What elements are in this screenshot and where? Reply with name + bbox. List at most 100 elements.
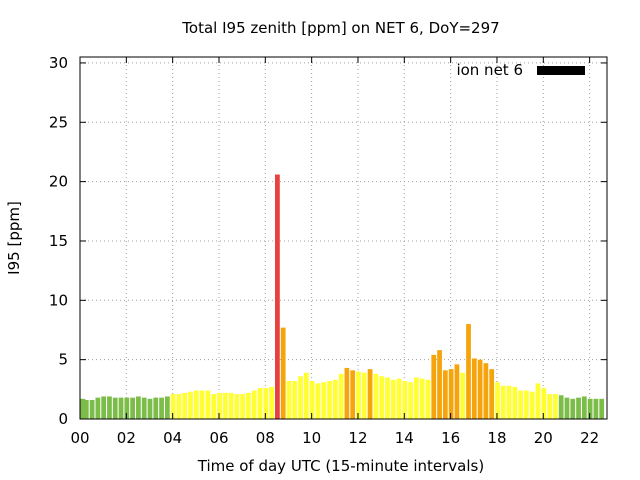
- bar: [425, 379, 431, 419]
- bar: [136, 396, 141, 419]
- bar: [89, 400, 95, 419]
- bar: [390, 379, 396, 419]
- bar: [385, 377, 390, 419]
- bar: [118, 397, 124, 419]
- bar: [535, 383, 541, 419]
- bar: [95, 397, 101, 419]
- bar: [222, 392, 228, 419]
- bar: [356, 371, 361, 419]
- bar: [564, 397, 570, 419]
- x-tick-label: 20: [534, 429, 553, 447]
- bar: [286, 381, 292, 419]
- bar: [217, 392, 222, 419]
- bar: [570, 398, 576, 419]
- bar: [350, 370, 356, 419]
- bar: [257, 388, 263, 419]
- x-tick-label: 02: [117, 429, 136, 447]
- bar: [408, 382, 413, 419]
- bar: [141, 397, 147, 419]
- bar: [460, 372, 466, 419]
- bar: [164, 396, 170, 419]
- x-tick-label: 18: [487, 429, 506, 447]
- bar: [251, 390, 257, 419]
- bar: [147, 398, 153, 419]
- y-axis-label: I95 [ppm]: [5, 201, 23, 275]
- y-tick-label: 20: [49, 173, 68, 191]
- legend-swatch: [537, 66, 585, 75]
- bar: [263, 388, 269, 419]
- x-axis-label: Time of day UTC (15-minute intervals): [197, 457, 484, 475]
- gridlines: [80, 57, 607, 419]
- bar: [315, 383, 321, 419]
- bar: [80, 398, 86, 419]
- bar: [292, 381, 298, 419]
- bar: [83, 400, 89, 419]
- bar: [448, 369, 454, 419]
- bar: [587, 398, 593, 419]
- bar: [101, 396, 107, 419]
- y-tick-label: 0: [58, 410, 68, 428]
- bar: [402, 381, 408, 419]
- x-tick-label: 12: [348, 429, 367, 447]
- bar: [112, 397, 118, 419]
- bar: [107, 396, 112, 419]
- bar: [182, 392, 188, 419]
- y-tick-label: 15: [49, 232, 68, 250]
- bar: [431, 354, 437, 419]
- bar: [529, 391, 535, 419]
- bar: [338, 373, 344, 419]
- bar: [321, 382, 327, 419]
- bar: [327, 381, 332, 419]
- bar: [495, 382, 500, 419]
- bar: [553, 394, 558, 419]
- axis-ticks: 0 5 10 15 20 25 30 00 02 04 06 08 10 12 14 16 18 20 22: [49, 54, 607, 447]
- bar: [466, 324, 471, 419]
- bar: [581, 396, 587, 419]
- bar: [512, 386, 518, 419]
- bar: [477, 359, 483, 419]
- bar: [576, 397, 581, 419]
- bar: [234, 394, 240, 419]
- bar: [303, 372, 309, 419]
- bar: [159, 397, 164, 419]
- x-tick-label: 14: [395, 429, 414, 447]
- bar: [153, 397, 159, 419]
- chart-title: Total I95 zenith [ppm] on NET 6, DoY=297: [181, 19, 499, 37]
- bar: [483, 363, 489, 419]
- bar: [269, 386, 274, 419]
- bar: [506, 385, 512, 419]
- bar: [211, 394, 217, 419]
- legend: ion net 6: [456, 61, 585, 79]
- bar: [558, 395, 564, 419]
- y-tick-label: 5: [58, 351, 68, 369]
- bar: [170, 394, 176, 419]
- bar: [130, 397, 135, 419]
- bar: [547, 394, 552, 419]
- bar: [454, 364, 460, 419]
- bars: [80, 174, 605, 419]
- y-tick-label: 25: [49, 113, 68, 131]
- bar: [419, 378, 425, 419]
- bar: [437, 350, 442, 419]
- bar: [298, 376, 303, 419]
- bar: [518, 390, 524, 419]
- bar: [176, 394, 182, 419]
- bar: [246, 392, 251, 419]
- x-tick-label: 00: [70, 429, 89, 447]
- bar: [599, 398, 605, 419]
- bar: [199, 390, 205, 419]
- legend-label: ion net 6: [456, 61, 523, 79]
- bar: [489, 369, 495, 419]
- bar: [193, 390, 199, 419]
- bar: [367, 369, 373, 419]
- bar: [280, 327, 286, 419]
- bar: [361, 372, 367, 419]
- x-tick-label: 04: [163, 429, 182, 447]
- bar: [309, 381, 315, 419]
- bar: [593, 398, 599, 419]
- bar: [205, 390, 211, 419]
- bar: [275, 174, 280, 419]
- bar: [471, 358, 477, 419]
- bar: [396, 378, 402, 419]
